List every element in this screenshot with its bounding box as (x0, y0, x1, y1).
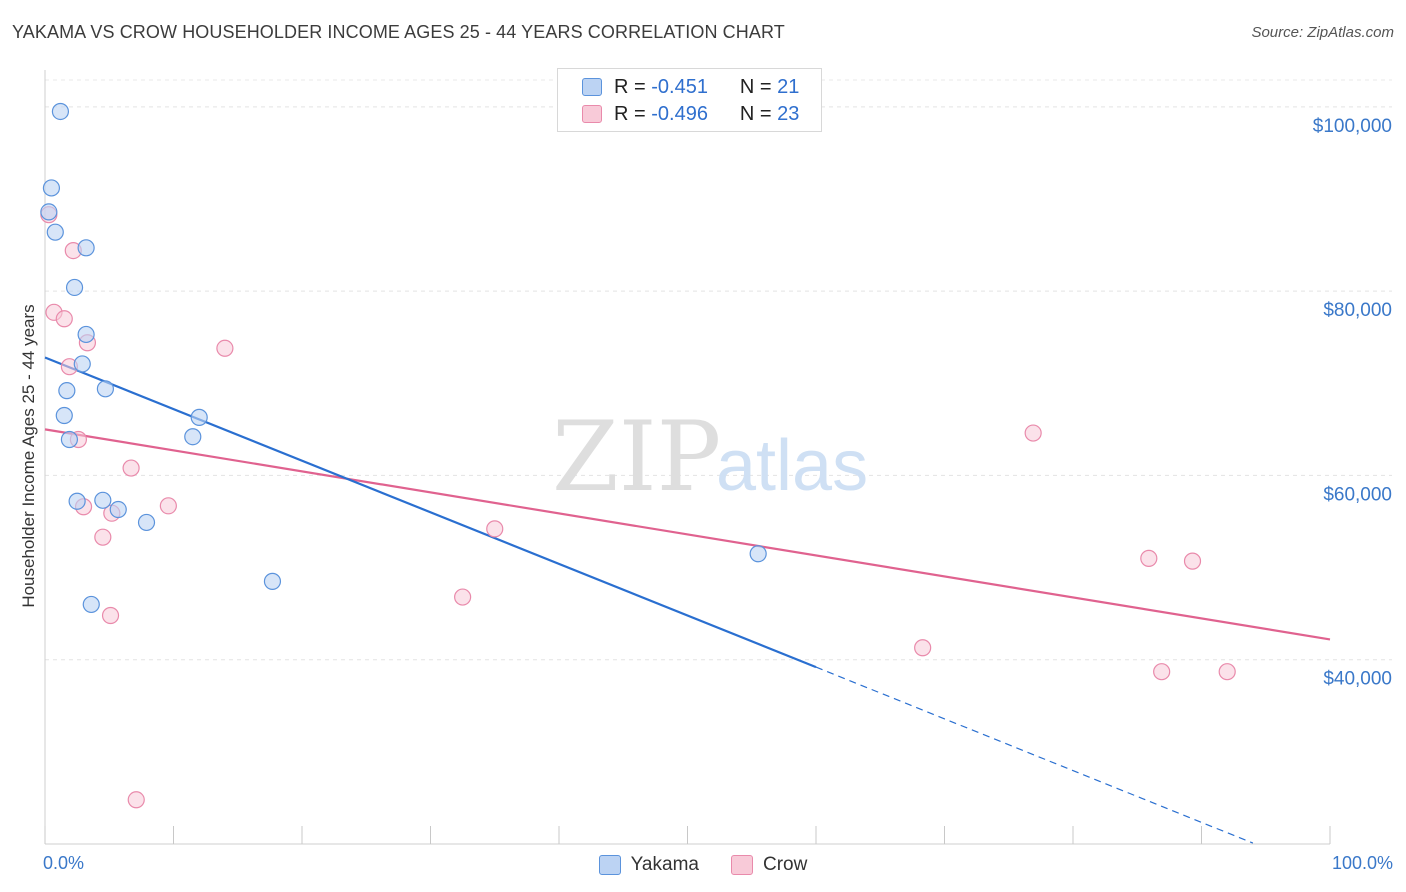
crow-legend-swatch (730, 855, 753, 875)
crow-swatch (582, 105, 602, 123)
crow-point[interactable] (101, 606, 120, 625)
legend-row-crow: R = -0.496 N = 23 (582, 101, 799, 127)
legend-n-value: 23 (777, 102, 800, 125)
yakama-point[interactable] (96, 380, 114, 398)
yakama-point[interactable] (42, 179, 61, 197)
crow-legend-label: Crow (762, 854, 808, 875)
x-tick-label: 0.0% (43, 853, 84, 873)
yakama-point[interactable] (190, 408, 208, 426)
yakama-legend-swatch (598, 855, 621, 875)
legend-item-yakama[interactable]: Yakama (598, 854, 699, 876)
watermark-atlas: atlas (716, 426, 868, 506)
yakama-point[interactable] (55, 406, 73, 425)
crow-point[interactable] (1183, 552, 1202, 570)
crow-point[interactable] (55, 310, 73, 328)
yakama-point[interactable] (65, 278, 84, 297)
yakama-point[interactable] (60, 430, 79, 449)
x-tick-label: 100.0% (1332, 853, 1393, 873)
yakama-point[interactable] (749, 545, 767, 563)
y-tick-labels: $40,000 $60,000 $80,000 $100,000 (1313, 116, 1392, 690)
legend-r-label: R = (614, 102, 646, 125)
crow-point[interactable] (159, 497, 177, 515)
crow-point[interactable] (1218, 663, 1236, 681)
trend-lines (44, 356, 1331, 844)
yakama-point[interactable] (77, 239, 95, 257)
legend-r-value: -0.496 (651, 102, 708, 125)
yakama-point[interactable] (94, 491, 112, 509)
crow-point[interactable] (1140, 549, 1158, 567)
data-points (40, 102, 1236, 809)
yakama-point[interactable] (137, 513, 156, 532)
crow-point[interactable] (486, 520, 504, 538)
yakama-point[interactable] (82, 595, 100, 614)
yakama-point[interactable] (58, 382, 76, 400)
yakama-point[interactable] (263, 572, 282, 590)
legend-n-value: 21 (777, 75, 800, 98)
x-tick-labels: 0.0% 100.0% (43, 853, 1393, 873)
y-tick-label: $40,000 (1323, 669, 1392, 690)
yakama-trend-line (44, 356, 817, 669)
yakama-point[interactable] (46, 223, 64, 241)
legend-item-crow[interactable]: Crow (730, 854, 808, 876)
yakama-swatch (582, 78, 602, 96)
yakama-point[interactable] (77, 325, 95, 344)
yakama-point[interactable] (51, 102, 70, 121)
legend-r-value: -0.451 (651, 75, 708, 98)
legend-n-label: N = (739, 75, 772, 98)
axes (44, 70, 1331, 845)
yakama-point[interactable] (68, 492, 86, 510)
legend-row-yakama: R = -0.451 N = 21 (582, 74, 799, 100)
yakama-point[interactable] (109, 500, 127, 519)
yakama-point[interactable] (40, 203, 58, 221)
crow-point[interactable] (914, 639, 932, 657)
yakama-legend-label: Yakama (630, 854, 699, 875)
crow-point[interactable] (454, 588, 472, 606)
chart-title: YAKAMA VS CROW HOUSEHOLDER INCOME AGES 2… (12, 22, 785, 42)
y-tick-label: $100,000 (1313, 116, 1392, 137)
crow-point[interactable] (1024, 424, 1042, 442)
yakama-trend-extension (815, 666, 1254, 844)
watermark-zip: ZIP (552, 401, 721, 513)
grid-lines (45, 79, 1392, 661)
yakama-point[interactable] (184, 428, 202, 446)
correlation-legend: R = -0.451 N = 21 R = -0.496 N = 23 (557, 68, 822, 132)
legend-r-label: R = (614, 75, 646, 98)
crow-point[interactable] (94, 528, 112, 546)
y-tick-label: $80,000 (1323, 300, 1392, 321)
crow-point[interactable] (127, 791, 145, 809)
legend-n-label: N = (739, 102, 772, 125)
crow-point[interactable] (122, 459, 140, 477)
crow-point[interactable] (1153, 663, 1171, 681)
source-label: Source: ZipAtlas.com (1251, 24, 1394, 41)
y-axis-label: Householder Income Ages 25 - 44 years (19, 304, 38, 607)
series-legend: Yakama Crow (0, 852, 1406, 878)
crow-point[interactable] (216, 339, 234, 357)
crow-trend-line (44, 428, 1331, 641)
yakama-point[interactable] (73, 355, 91, 373)
y-tick-label: $60,000 (1323, 484, 1392, 505)
